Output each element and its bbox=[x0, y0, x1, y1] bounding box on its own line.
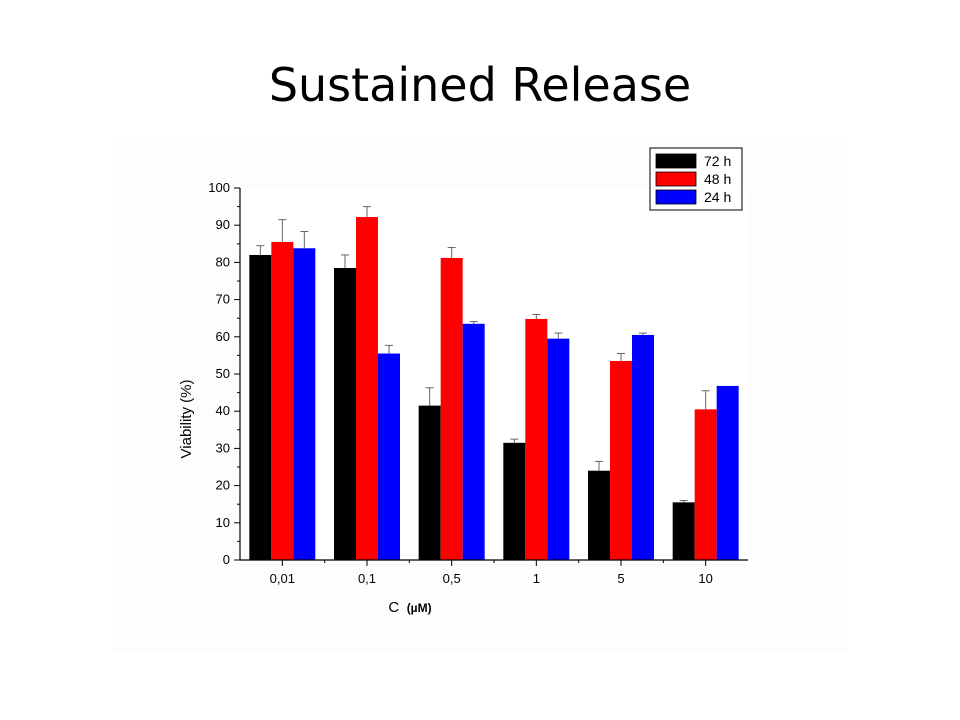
y-axis-title: Viability (%) bbox=[178, 380, 195, 459]
y-tick-label-6: 60 bbox=[216, 329, 230, 344]
y-tick-label-0: 0 bbox=[223, 552, 230, 567]
y-tick-label-8: 80 bbox=[216, 254, 230, 269]
bar-72h-5 bbox=[672, 502, 695, 560]
x-axis-ticks: 0,01 0,1 0,5 1 5 10 bbox=[270, 560, 713, 586]
y-axis-ticks: 0 10 20 30 40 50 60 70 80 90 100 bbox=[208, 180, 240, 567]
bar-chart: 0 10 20 30 40 50 60 70 80 90 100 0,01 0,1 0,5 1 5 10 Vi… bbox=[178, 147, 748, 616]
slide-title: Sustained Release bbox=[268, 58, 692, 112]
legend-swatch-1 bbox=[655, 171, 697, 187]
x-tick-label-1: 0,1 bbox=[358, 571, 376, 586]
chart-panel: 0 10 20 30 40 50 60 70 80 90 100 0,01 0,1 0,5 1 5 10 Vi… bbox=[112, 142, 848, 652]
bar-72h-3 bbox=[503, 442, 526, 560]
bar-48h-2 bbox=[440, 257, 463, 560]
bar-24h-4 bbox=[632, 334, 654, 560]
legend-label-2: 24 h bbox=[704, 189, 731, 205]
legend-label-1: 48 h bbox=[704, 171, 731, 187]
bar-24h-5 bbox=[716, 385, 739, 560]
y-tick-label-3: 30 bbox=[216, 440, 230, 455]
bar-48h-4 bbox=[610, 360, 632, 560]
x-tick-label-2: 0,5 bbox=[443, 571, 461, 586]
legend: 72 h 48 h 24 h bbox=[649, 147, 743, 211]
x-axis-unit: (µM) bbox=[407, 601, 432, 615]
bar-24h-1 bbox=[378, 353, 400, 560]
bar-24h-3 bbox=[547, 338, 570, 560]
plot-area bbox=[240, 188, 748, 560]
bar-24h-2 bbox=[462, 323, 485, 560]
legend-swatch-2 bbox=[655, 189, 697, 205]
bar-72h-2 bbox=[418, 405, 441, 560]
legend-label-0: 72 h bbox=[704, 153, 731, 169]
x-tick-label-0: 0,01 bbox=[270, 571, 295, 586]
y-tick-label-9: 90 bbox=[216, 217, 230, 232]
legend-swatch-0 bbox=[655, 153, 697, 169]
bars bbox=[249, 206, 739, 560]
bar-48h-0 bbox=[271, 241, 294, 560]
bar-48h-1 bbox=[356, 217, 378, 560]
bar-48h-5 bbox=[694, 409, 717, 560]
bar-72h-1 bbox=[334, 267, 356, 560]
plot-background bbox=[240, 188, 748, 560]
x-tick-label-4: 5 bbox=[617, 571, 624, 586]
x-tick-label-5: 10 bbox=[698, 571, 712, 586]
x-axis-title-text: C bbox=[388, 599, 399, 616]
x-tick-label-3: 1 bbox=[533, 571, 540, 586]
bar-72h-4 bbox=[588, 470, 610, 560]
y-tick-label-10: 100 bbox=[208, 180, 230, 195]
x-axis-title: C (µM) bbox=[388, 599, 431, 616]
bar-48h-3 bbox=[525, 318, 548, 560]
y-tick-label-2: 20 bbox=[216, 478, 230, 493]
y-tick-label-7: 70 bbox=[216, 292, 230, 307]
y-tick-label-5: 50 bbox=[216, 366, 230, 381]
y-tick-label-4: 40 bbox=[216, 403, 230, 418]
bar-72h-0 bbox=[249, 254, 272, 560]
y-tick-label-1: 10 bbox=[216, 515, 230, 530]
bar-24h-0 bbox=[293, 248, 316, 560]
